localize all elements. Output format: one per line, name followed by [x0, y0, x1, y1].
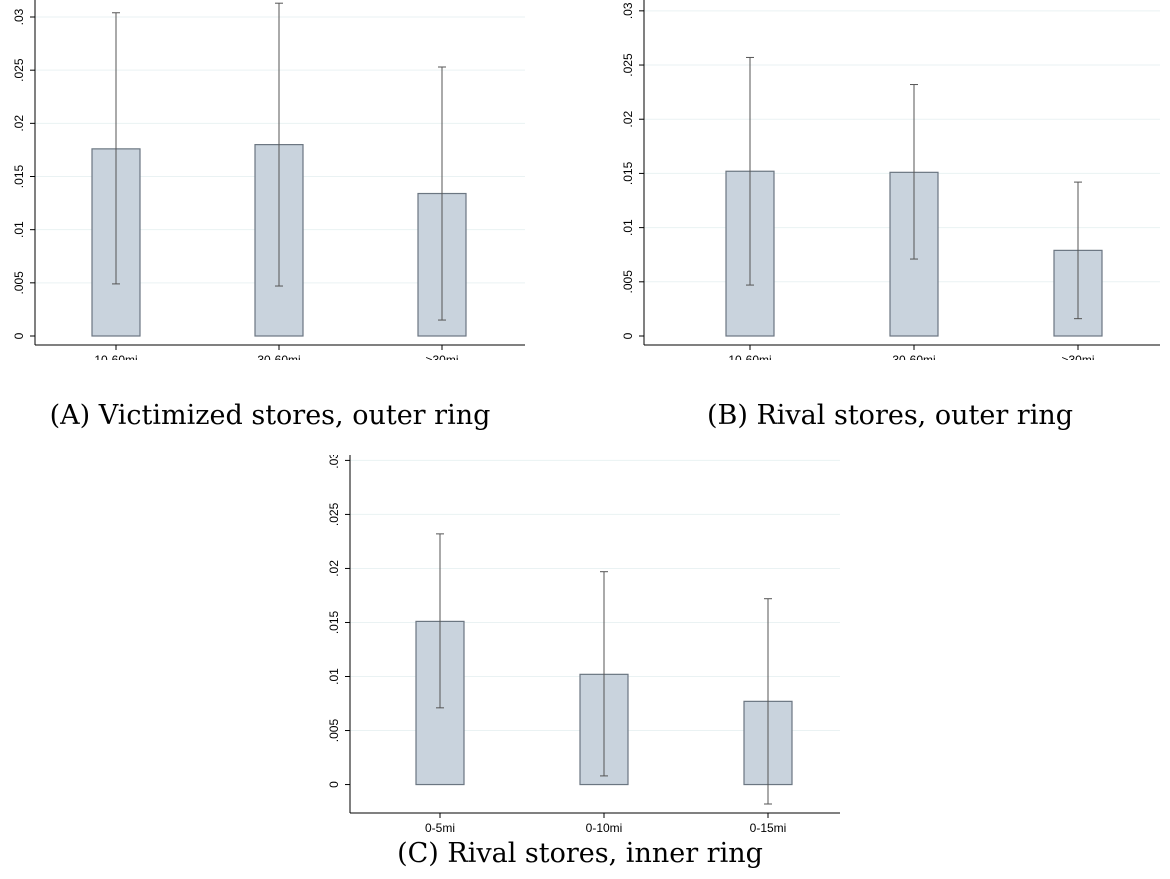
y-tick-label: .005	[327, 719, 341, 743]
y-tick-label: 0	[12, 332, 26, 339]
chart-b: 0 .005 .01 .015 .02 .025 .03 10-60mi 30-60mi >30m…	[621, 0, 1160, 360]
x-tick-label: >30mi	[425, 353, 458, 360]
caption-c: (C) Rival stores, inner ring	[397, 838, 763, 869]
y-tick-label: .03	[12, 8, 26, 25]
x-tick-label: 30-60mi	[892, 353, 935, 360]
y-tick-label: .015	[12, 165, 26, 189]
x-tick-label: >30mi	[1061, 353, 1094, 360]
x-tick-label: 0-15mi	[750, 821, 787, 835]
y-tick-label: .015	[327, 610, 341, 634]
y-tick-label: .025	[327, 502, 341, 526]
y-tick-label: .015	[621, 161, 635, 185]
y-tick-label: .01	[621, 219, 635, 236]
y-tick-label: 0	[327, 781, 341, 788]
y-tick-label: .025	[621, 53, 635, 77]
y-tick-label: .02	[12, 115, 26, 132]
chart-c: 0 .005 .01 .015 .02 .025 .03 0-5mi 0-10mi 0-15mi	[327, 455, 840, 835]
y-tick-label: .02	[327, 560, 341, 577]
y-tick-label: .025	[12, 58, 26, 82]
y-tick-label: .03	[621, 2, 635, 19]
y-tick-label: .005	[621, 270, 635, 294]
caption-a: (A) Victimized stores, outer ring	[49, 400, 491, 431]
x-tick-label: 30-60mi	[257, 353, 300, 360]
x-tick-label: 10-60mi	[94, 353, 137, 360]
y-tick-label: .02	[621, 111, 635, 128]
y-tick-label: .01	[12, 221, 26, 238]
caption-b: (B) Rival stores, outer ring	[706, 400, 1074, 431]
x-tick-label: 0-10mi	[586, 821, 623, 835]
x-tick-label: 0-5mi	[425, 821, 455, 835]
x-tick-label: 10-60mi	[728, 353, 771, 360]
y-tick-label: 0	[621, 332, 635, 339]
chart-a: 0 .005 .01 .015 .02 .025 .03 10-60mi 30-60mi >30m…	[12, 0, 525, 360]
y-tick-label: .005	[12, 271, 26, 295]
y-tick-label: .01	[327, 668, 341, 685]
y-tick-label: .03	[327, 455, 341, 469]
